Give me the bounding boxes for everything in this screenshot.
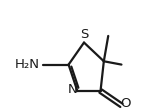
Text: H₂N: H₂N — [15, 58, 40, 71]
Text: O: O — [121, 97, 131, 110]
Text: S: S — [80, 28, 89, 41]
Text: N: N — [68, 83, 78, 96]
